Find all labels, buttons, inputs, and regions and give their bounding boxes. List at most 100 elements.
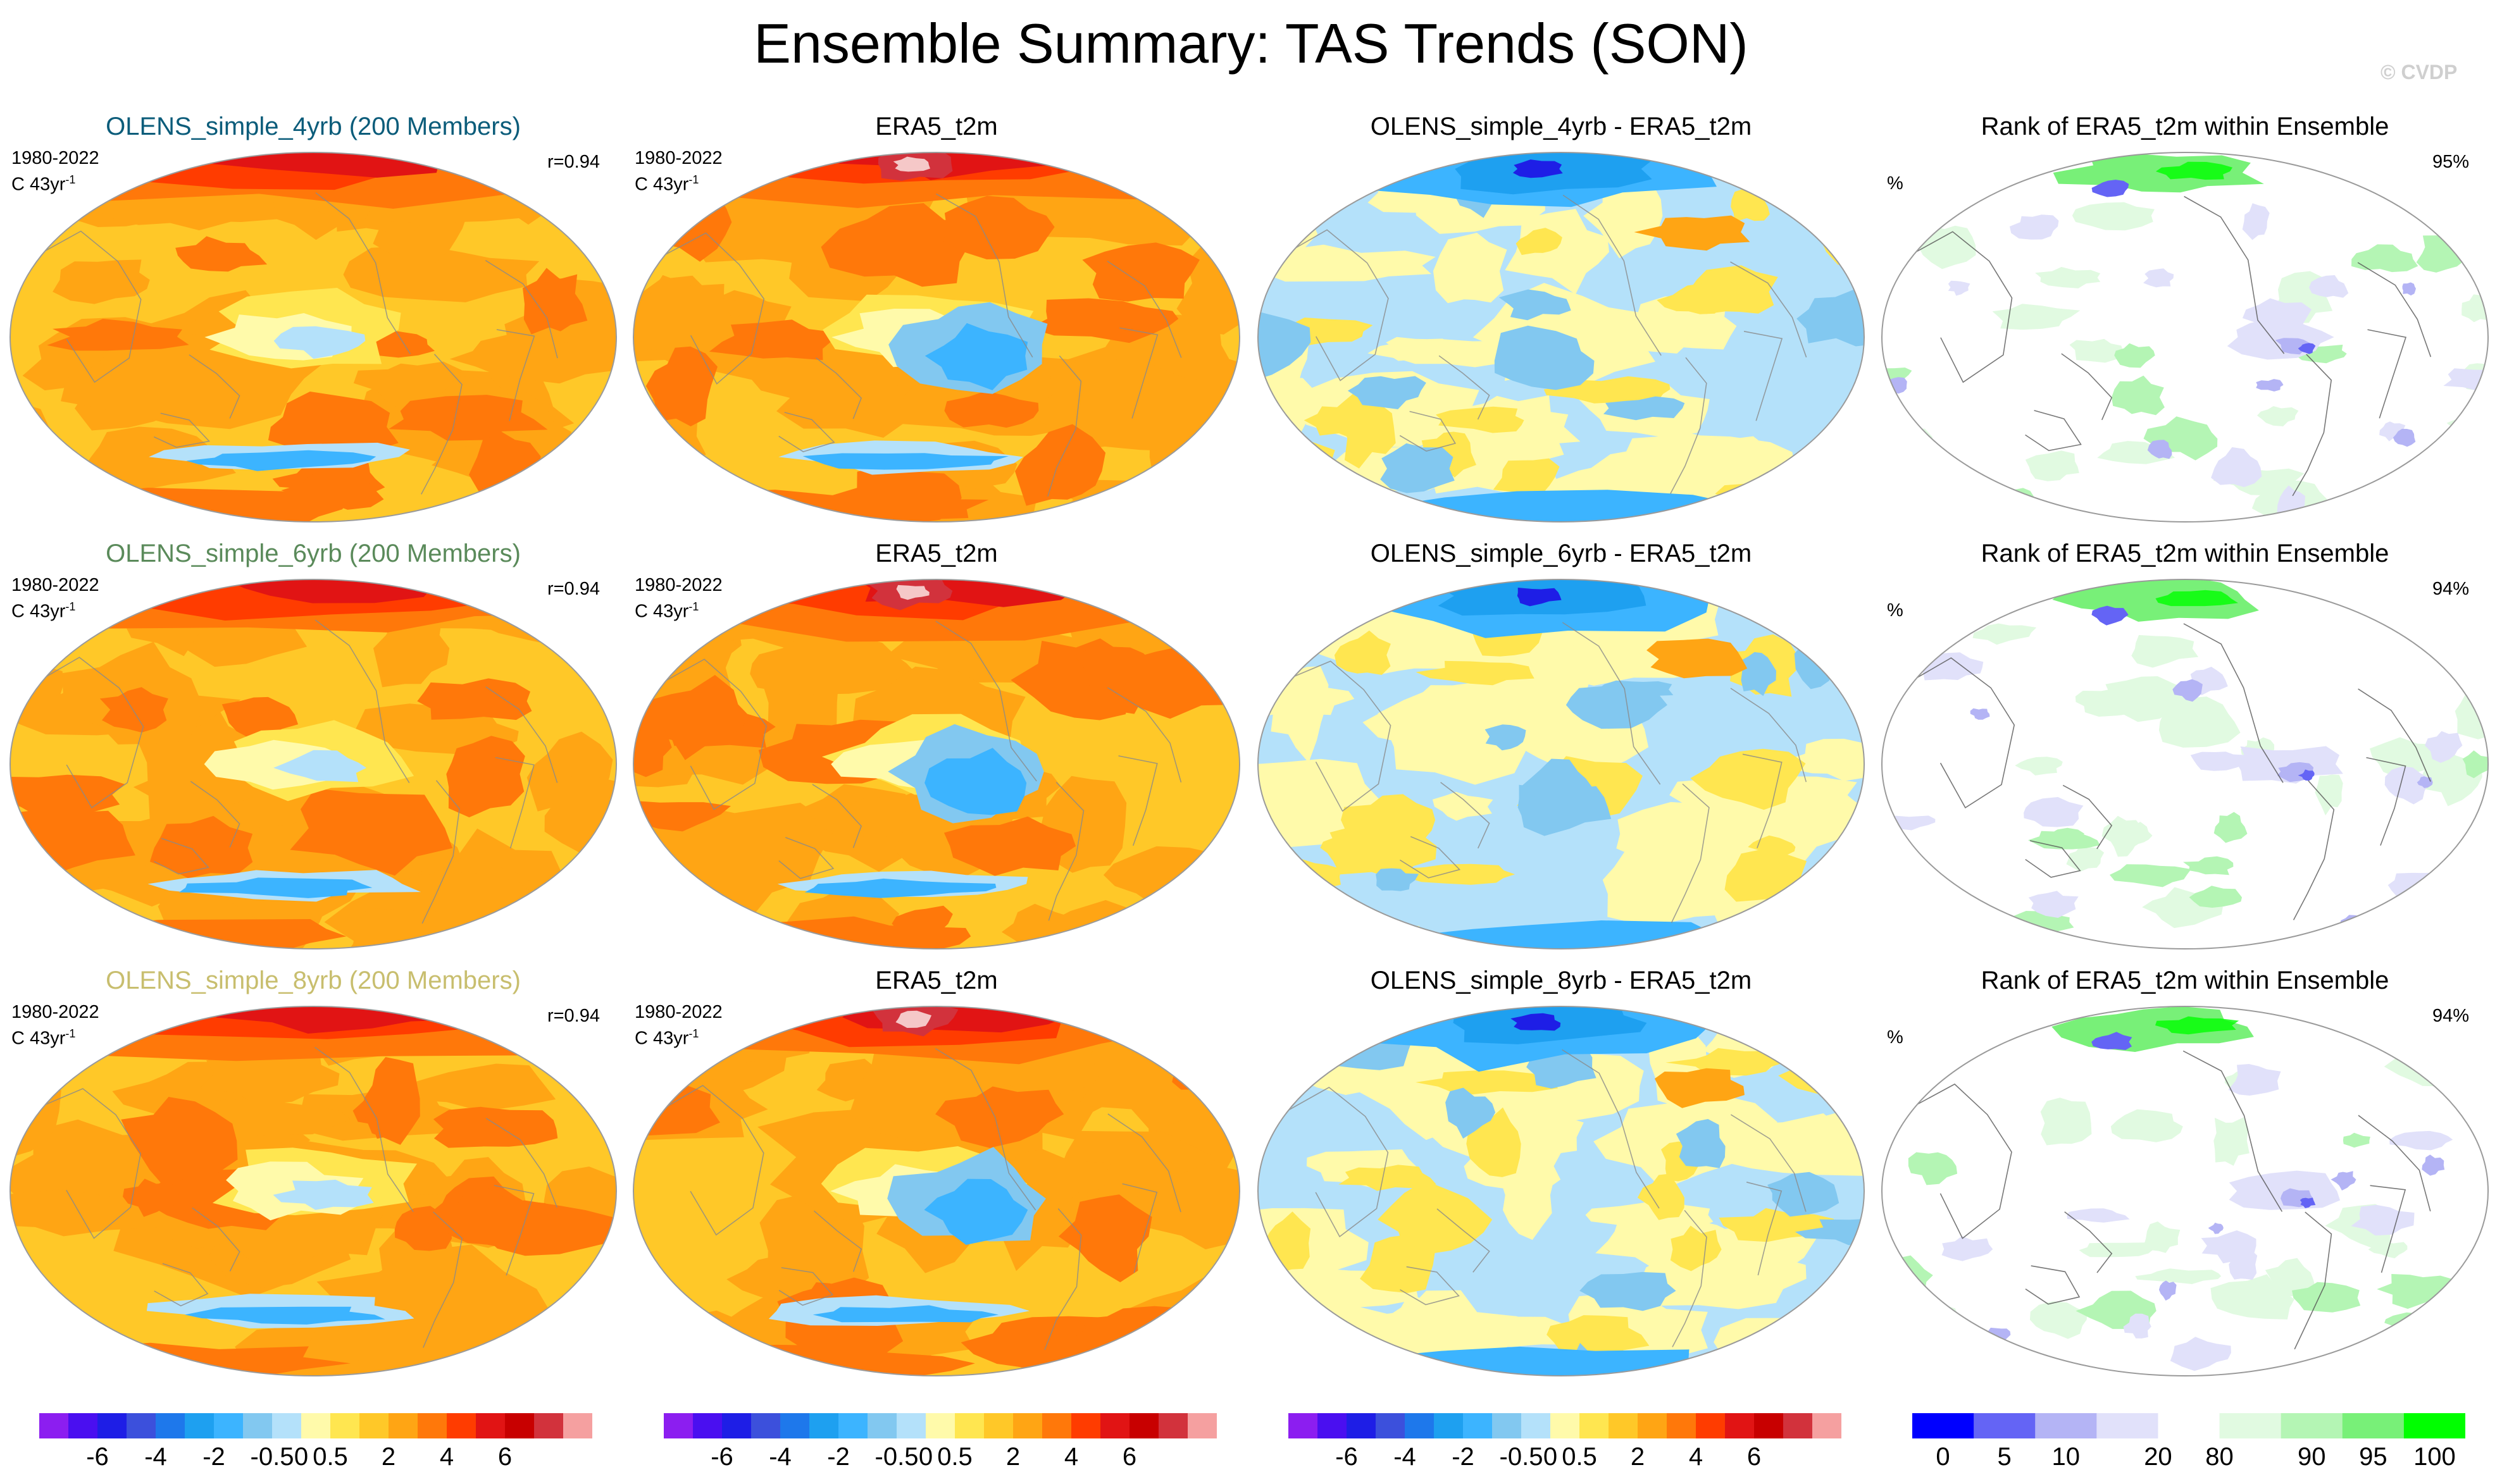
- colorbar-swatch: [1550, 1413, 1580, 1438]
- period-label: 1980-2022: [635, 575, 723, 595]
- colorbar-swatch: [751, 1413, 781, 1438]
- colorbar-tick-label: -0.5: [874, 1443, 919, 1471]
- trend-colorbar: -6 -4 -2 -0.5 0 0.5 2 4 6: [1288, 1413, 1841, 1471]
- panel-title: OLENS_simple_6yrb (200 Members): [106, 540, 521, 567]
- colorbar-tick-labels: -6 -4 -2 -0.5 0 0.5 2 4 6: [39, 1441, 592, 1473]
- colorbar-swatch: [505, 1413, 535, 1438]
- colorbar-swatch: [2342, 1413, 2405, 1438]
- period-label: 1980-2022: [635, 1002, 723, 1022]
- units-label: C 43yr-1: [635, 1023, 723, 1049]
- colorbar-swatch: [1912, 1413, 1974, 1438]
- panel-title: OLENS_simple_4yrb (200 Members): [106, 113, 521, 140]
- colorbar-swatch: [1288, 1413, 1318, 1438]
- period-units-label: 1980-2022 C 43yr-1: [635, 574, 723, 622]
- colorbar-tick-label: 0: [294, 1443, 309, 1471]
- colorbar-tick-labels: -6 -4 -2 -0.5 0 0.5 2 4 6: [1288, 1441, 1841, 1473]
- colorbar-swatch: [68, 1413, 98, 1438]
- panel-title: ERA5_t2m: [875, 540, 998, 567]
- colorbar-swatch: [330, 1413, 360, 1438]
- panel-title: OLENS_simple_6yrb - ERA5_t2m: [1370, 540, 1752, 567]
- diff-map: [1257, 1006, 1865, 1376]
- colorbar-tick-label: 6: [1122, 1443, 1137, 1471]
- units-text: C 43yr: [11, 174, 66, 195]
- colorbar-swatch: [1434, 1413, 1464, 1438]
- colorbar-tick-label: -6: [1335, 1443, 1358, 1471]
- figure-title: Ensemble Summary: TAS Trends (SON): [754, 12, 1748, 75]
- colorbar-swatch: [1376, 1413, 1405, 1438]
- pattern-correlation: r=0.94: [547, 579, 600, 599]
- panel-title: Rank of ERA5_t2m within Ensemble: [1981, 540, 2389, 567]
- units-text: C 43yr: [11, 601, 66, 622]
- colorbar-swatch: [563, 1413, 592, 1438]
- rank-percent: 94%: [2432, 1006, 2469, 1026]
- colorbar-swatch: [868, 1413, 897, 1438]
- units-exponent: -1: [65, 173, 76, 186]
- colorbar-swatch: [1579, 1413, 1609, 1438]
- panel-diff: OLENS_simple_4yrb - ERA5_t2m: [1248, 111, 1874, 528]
- panel-title: OLENS_simple_8yrb - ERA5_t2m: [1370, 967, 1752, 994]
- colorbar-tick-label: 4: [439, 1443, 454, 1471]
- units-label: C 43yr-1: [11, 169, 99, 195]
- colorbar-tick-label: 0: [918, 1443, 933, 1471]
- colorbar-swatch: [156, 1413, 185, 1438]
- colorbar-swatch: [1667, 1413, 1696, 1438]
- colorbar-swatch: [1638, 1413, 1667, 1438]
- colorbar-swatch: [664, 1413, 694, 1438]
- panel-rank: Rank of ERA5_t2m within Ensemble% 94%: [1872, 538, 2498, 955]
- colorbar-tick-label: 2: [381, 1443, 396, 1471]
- colorbar-tick-label: 20: [2144, 1443, 2172, 1471]
- panel-obs: ERA5_t2m 1980-2022 C 43yr-1: [623, 965, 1250, 1382]
- colorbar-tick-label: -4: [1393, 1443, 1416, 1471]
- units-exponent: -1: [688, 1027, 699, 1040]
- colorbar-tick-labels: -6 -4 -2 -0.5 0 0.5 2 4 6: [664, 1441, 1217, 1473]
- colorbar-tick-label: 10: [2051, 1443, 2081, 1471]
- colorbar-swatch: [722, 1413, 752, 1438]
- colorbar-tick-label: 80: [2205, 1443, 2234, 1471]
- colorbar-tick-label: -6: [86, 1443, 109, 1471]
- colorbar-tick-label: 0.5: [1562, 1443, 1597, 1471]
- colorbar-swatch: [1071, 1413, 1101, 1438]
- colorbar-swatch: [272, 1413, 302, 1438]
- rank-map: [1881, 152, 2489, 522]
- colorbar-swatch: [301, 1413, 331, 1438]
- period-units-label: 1980-2022 C 43yr-1: [11, 147, 99, 195]
- colorbar-swatch: [984, 1413, 1014, 1438]
- colorbar-swatch: [1042, 1413, 1072, 1438]
- colorbar-tick-label: 4: [1064, 1443, 1079, 1471]
- rank-units-label: %: [1887, 173, 1903, 194]
- diff-map: [1257, 152, 1865, 522]
- rank-units-label: %: [1887, 1027, 1903, 1048]
- trend-colorbar: -6 -4 -2 -0.5 0 0.5 2 4 6: [39, 1413, 592, 1471]
- period-label: 1980-2022: [11, 1002, 99, 1022]
- credit-watermark: © CVDP: [2381, 61, 2458, 83]
- panel-title: OLENS_simple_4yrb - ERA5_t2m: [1370, 113, 1752, 140]
- colorbar-swatch: [1159, 1413, 1188, 1438]
- period-units-label: 1980-2022 C 43yr-1: [635, 147, 723, 195]
- colorbar-swatch: [1974, 1413, 2036, 1438]
- colorbar-tick-label: 2: [1630, 1443, 1645, 1471]
- colorbar-swatch: [926, 1413, 955, 1438]
- rank-colorbar: 0 5 10 20 80 90 95 100: [1912, 1413, 2465, 1471]
- colorbar-tick-label: 6: [1746, 1443, 1762, 1471]
- colorbar-tick-label: 0: [1543, 1443, 1558, 1471]
- colorbar-swatch: [1696, 1413, 1726, 1438]
- colorbar-tick-label: -2: [202, 1443, 225, 1471]
- units-exponent: -1: [688, 600, 699, 613]
- colorbar-swatch: [185, 1413, 215, 1438]
- units-label: C 43yr-1: [635, 596, 723, 622]
- panel-ensemble: OLENS_simple_8yrb (200 Members) 1980-2022…: [0, 965, 626, 1382]
- period-label: 1980-2022: [635, 148, 723, 168]
- colorbar-swatch: [1783, 1413, 1813, 1438]
- obs-map: [633, 152, 1240, 522]
- colorbar-swatch: [418, 1413, 447, 1438]
- colorbar-swatch: [97, 1413, 127, 1438]
- colorbar-swatch: [1317, 1413, 1347, 1438]
- colorbar-tick-label: 90: [2297, 1443, 2326, 1471]
- panel-ensemble: OLENS_simple_4yrb (200 Members) 1980-2022…: [0, 111, 626, 528]
- panel-title: ERA5_t2m: [875, 113, 998, 140]
- ensemble-map: [9, 579, 617, 949]
- colorbar-tick-label: -4: [144, 1443, 167, 1471]
- panel-title: Rank of ERA5_t2m within Ensemble: [1981, 967, 2389, 994]
- colorbar-swatch: [1347, 1413, 1376, 1438]
- period-label: 1980-2022: [11, 148, 99, 168]
